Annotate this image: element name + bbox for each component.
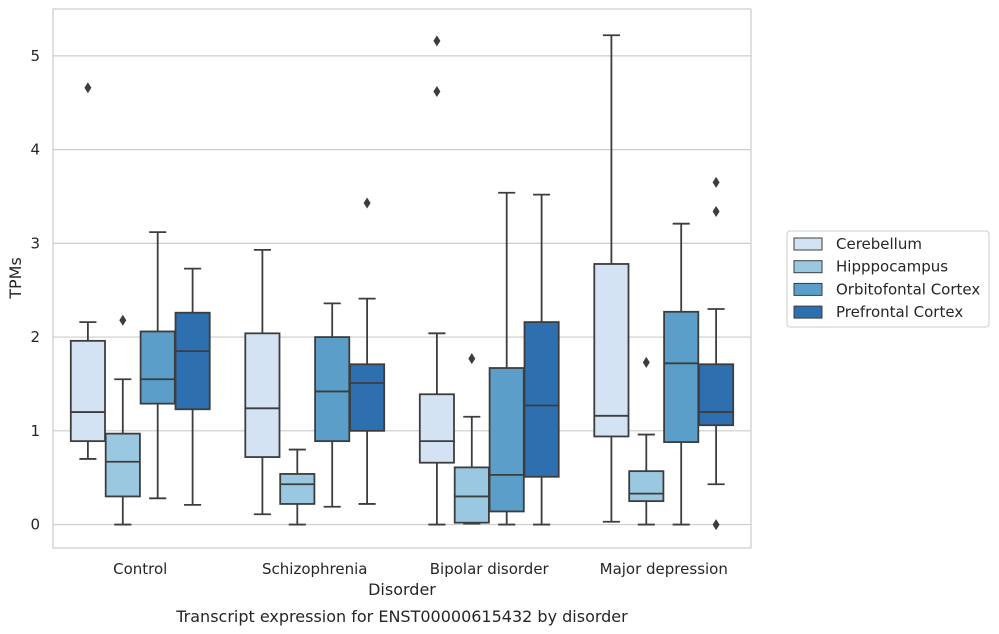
box-body xyxy=(104,432,141,498)
outlier-point xyxy=(712,519,720,531)
series-prefrontal-cortex xyxy=(174,176,735,531)
y-tick-label: 4 xyxy=(30,141,40,159)
outlier-point xyxy=(84,82,92,94)
y-tick-labels: 0 1 2 3 4 5 xyxy=(30,47,40,534)
series-cerebellum xyxy=(69,34,630,526)
box-body xyxy=(69,339,106,443)
x-tick-label: Control xyxy=(113,560,167,578)
box-body xyxy=(628,470,665,503)
outlier-point xyxy=(363,197,371,209)
box xyxy=(349,197,386,505)
box xyxy=(279,448,316,526)
legend-swatch xyxy=(793,282,823,296)
x-tick-label: Major depression xyxy=(600,560,728,578)
box-body xyxy=(453,466,490,524)
plot-area xyxy=(52,8,752,549)
legend-label: Cerebellum xyxy=(836,235,922,253)
legend-swatch xyxy=(793,260,823,274)
outlier-point xyxy=(433,85,441,97)
box-body xyxy=(698,363,735,427)
box-body xyxy=(349,363,386,432)
x-tick-label: Schizophrenia xyxy=(262,560,367,578)
x-tick-labels: Control Schizophrenia Bipolar disorder Majo… xyxy=(113,560,728,578)
box xyxy=(453,353,490,525)
box-body xyxy=(314,336,351,443)
box-series xyxy=(69,34,735,531)
outlier-point xyxy=(712,205,720,217)
legend-label: Orbitofontal Cortex xyxy=(836,280,980,298)
box xyxy=(523,193,560,526)
box xyxy=(69,82,106,460)
outlier-point xyxy=(468,353,476,365)
legend-label: Hipppocampus xyxy=(836,258,948,276)
box-body xyxy=(593,263,630,438)
y-tick-label: 2 xyxy=(30,328,40,346)
box xyxy=(628,356,665,526)
box-body xyxy=(663,310,700,443)
box-body xyxy=(139,330,176,405)
outlier-point xyxy=(119,314,127,326)
legend-swatch xyxy=(793,305,823,319)
box-body xyxy=(523,321,560,478)
legend: Cerebellum Hipppocampus Orbitofontal Corte… xyxy=(786,230,990,328)
outlier-point xyxy=(433,35,441,47)
y-tick-label: 0 xyxy=(30,516,40,534)
y-tick-label: 5 xyxy=(30,47,40,65)
box xyxy=(418,35,455,526)
box xyxy=(104,314,141,526)
x-tick-label: Bipolar disorder xyxy=(430,560,550,578)
y-tick-label: 1 xyxy=(30,422,40,440)
legend-swatch xyxy=(793,237,823,251)
series-orbitofontal-cortex xyxy=(139,191,700,526)
y-tick-label: 3 xyxy=(30,234,40,252)
y-axis-label: TPMs xyxy=(6,257,25,300)
series-hipppocampus xyxy=(104,314,665,526)
legend-label: Prefrontal Cortex xyxy=(836,303,963,321)
box xyxy=(663,222,700,526)
box xyxy=(174,267,211,506)
box xyxy=(698,176,735,531)
box-body xyxy=(244,332,281,458)
chart-caption: Transcript expression for ENST0000061543… xyxy=(175,607,628,626)
box xyxy=(244,249,281,516)
x-axis-label: Disorder xyxy=(368,580,436,599)
box-body xyxy=(279,473,316,505)
box xyxy=(139,231,176,500)
box-body xyxy=(174,311,211,411)
box xyxy=(593,34,630,523)
outlier-point xyxy=(642,356,650,368)
box-body xyxy=(418,393,455,464)
legend-frame xyxy=(786,230,990,328)
box-body xyxy=(488,367,525,513)
outlier-point xyxy=(712,176,720,188)
